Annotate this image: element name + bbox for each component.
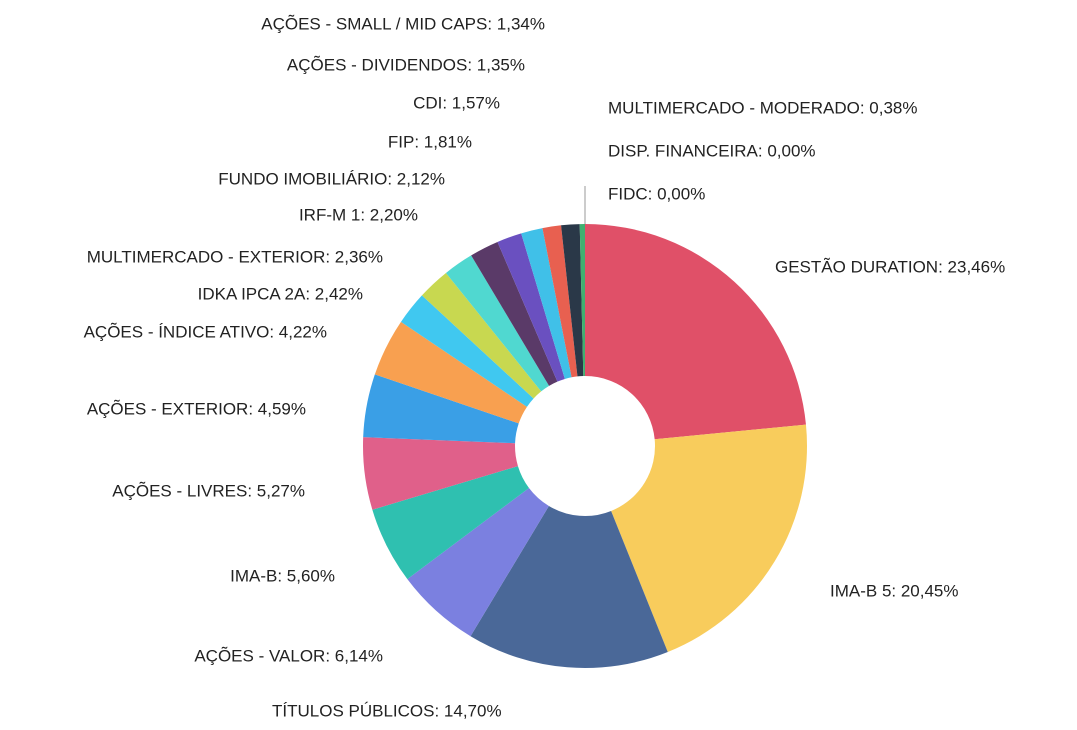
slice-label: IMA-B 5: 20,45% xyxy=(830,581,959,600)
slice-label: IDKA IPCA 2A: 2,42% xyxy=(198,284,363,303)
donut-slice xyxy=(363,374,519,444)
slice-label: AÇÕES - DIVIDENDOS: 1,35% xyxy=(287,55,525,74)
donut-slice xyxy=(421,272,542,399)
donut-slice xyxy=(497,233,565,382)
slice-label: CDI: 1,57% xyxy=(413,93,500,112)
slice-label: MULTIMERCADO - MODERADO: 0,38% xyxy=(608,98,918,117)
donut-slice xyxy=(471,241,558,386)
slice-label: AÇÕES - SMALL / MID CAPS: 1,34% xyxy=(261,14,545,33)
donut-slice xyxy=(561,224,584,377)
donut-slice xyxy=(585,224,806,440)
donut-slice xyxy=(521,228,572,379)
slice-label: AÇÕES - LIVRES: 5,27% xyxy=(112,481,305,500)
slice-label: IRF-M 1: 2,20% xyxy=(299,205,418,224)
slice-label: FIP: 1,81% xyxy=(388,132,472,151)
donut-slice xyxy=(407,487,549,637)
donut-slice xyxy=(611,424,808,652)
slice-label: IMA-B: 5,60% xyxy=(230,566,335,585)
slice-label: AÇÕES - EXTERIOR: 4,59% xyxy=(87,399,306,418)
slice-label: AÇÕES - ÍNDICE ATIVO: 4,22% xyxy=(84,322,327,341)
slice-label: MULTIMERCADO - EXTERIOR: 2,36% xyxy=(87,247,383,266)
slice-label: FIDC: 0,00% xyxy=(608,184,705,203)
slice-label: TÍTULOS PÚBLICOS: 14,70% xyxy=(272,701,502,720)
donut-slice xyxy=(542,225,578,378)
slice-label: FUNDO IMOBILIÁRIO: 2,12% xyxy=(218,169,445,188)
slice-label: GESTÃO DURATION: 23,46% xyxy=(775,257,1005,276)
donut-slice xyxy=(374,321,527,424)
donut-slice xyxy=(363,437,518,510)
donut-slice xyxy=(445,255,550,392)
donut-slice xyxy=(470,505,668,669)
donut-slice xyxy=(579,224,585,377)
slice-label: AÇÕES - VALOR: 6,14% xyxy=(194,646,383,665)
slice-label: DISP. FINANCEIRA: 0,00% xyxy=(608,141,816,160)
donut-slice xyxy=(400,295,534,407)
donut-slice xyxy=(372,466,529,580)
